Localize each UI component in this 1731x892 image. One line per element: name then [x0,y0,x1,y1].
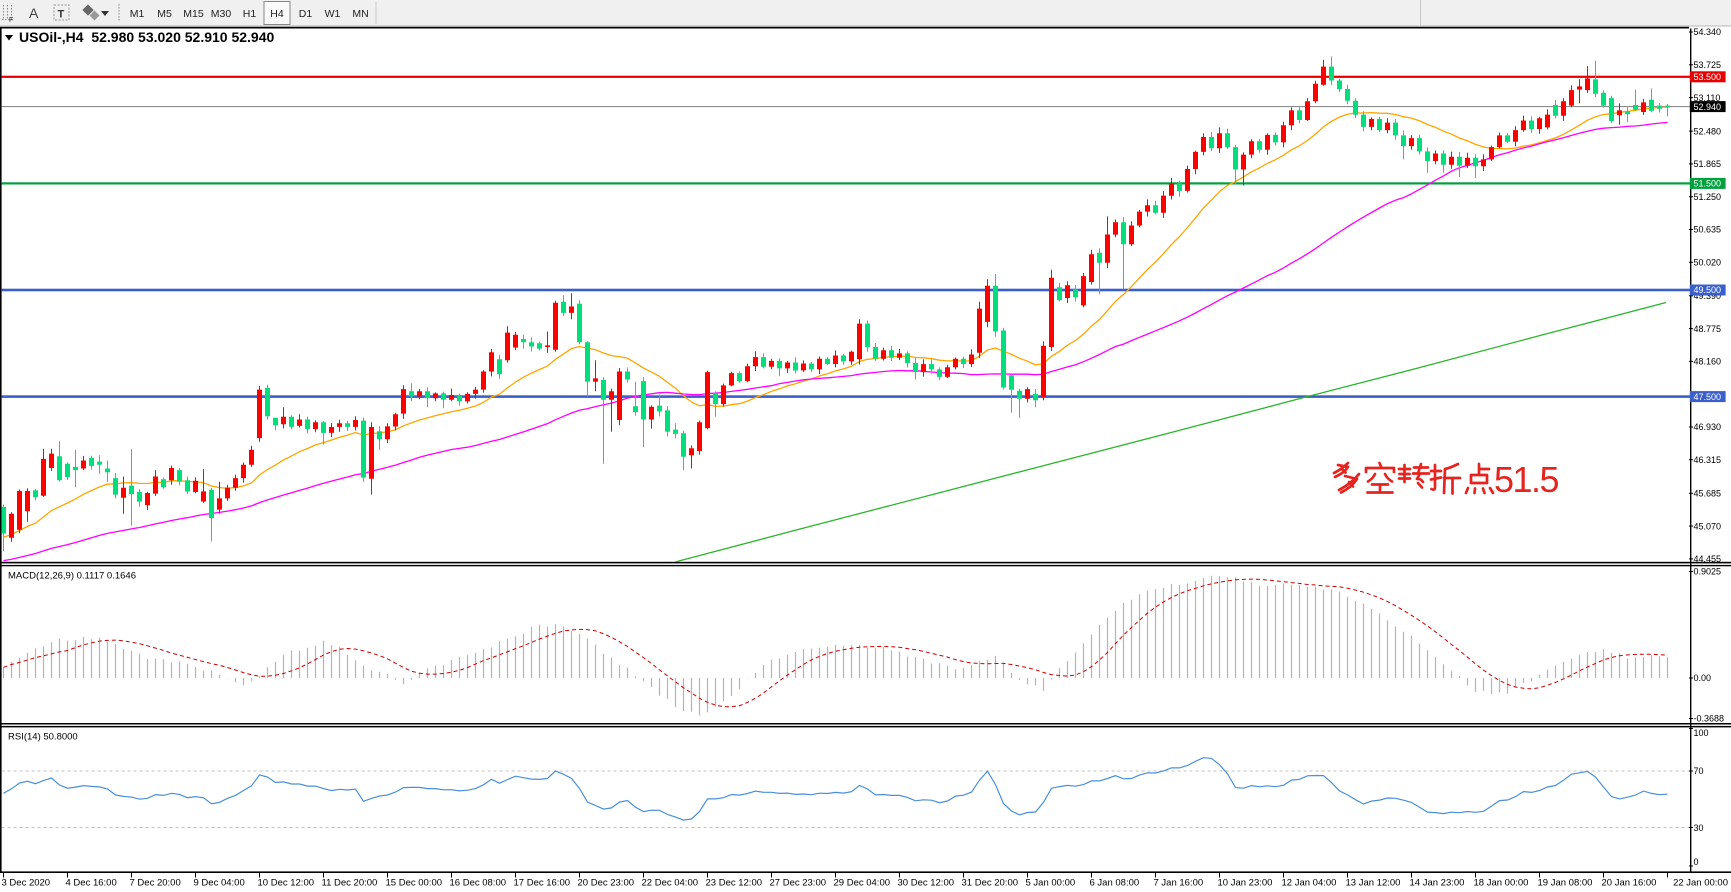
svg-text:RSI(14) 50.8000: RSI(14) 50.8000 [8,732,78,743]
svg-text:51.865: 51.865 [1694,159,1722,169]
svg-text:USOil-,H4 52.980 53.020 52.91: USOil-,H4 52.980 53.020 52.910 52.940 [19,29,275,45]
svg-text:19 Jan 08:00: 19 Jan 08:00 [1538,878,1593,889]
svg-text:31 Dec 20:00: 31 Dec 20:00 [962,878,1019,889]
svg-text:22 Jan 00:00: 22 Jan 00:00 [1673,878,1728,889]
svg-text:M30: M30 [211,8,232,20]
svg-text:T: T [58,9,65,21]
svg-text:45.685: 45.685 [1694,489,1722,499]
svg-text:46.315: 46.315 [1694,455,1722,465]
svg-text:48.775: 48.775 [1694,324,1722,334]
svg-text:15 Dec 00:00: 15 Dec 00:00 [386,878,443,889]
svg-text:54.340: 54.340 [1694,27,1722,37]
svg-text:23 Dec 12:00: 23 Dec 12:00 [706,878,763,889]
svg-text:51.250: 51.250 [1694,192,1722,202]
svg-text:53.110: 53.110 [1694,93,1721,103]
svg-text:100: 100 [1694,728,1709,738]
svg-text:70: 70 [1694,766,1704,776]
svg-text:10 Jan 23:00: 10 Jan 23:00 [1218,878,1273,889]
svg-text:50.020: 50.020 [1694,258,1722,268]
svg-text:52.480: 52.480 [1694,126,1722,136]
svg-text:7 Jan 16:00: 7 Jan 16:00 [1154,878,1204,889]
svg-text:M15: M15 [183,8,204,20]
svg-text:13 Jan 12:00: 13 Jan 12:00 [1346,878,1401,889]
svg-text:7 Dec 20:00: 7 Dec 20:00 [130,878,181,889]
svg-text:44.455: 44.455 [1694,554,1722,564]
svg-text:3 Dec 2020: 3 Dec 2020 [2,878,51,889]
svg-text:4 Dec 16:00: 4 Dec 16:00 [66,878,117,889]
svg-text:5 Jan 00:00: 5 Jan 00:00 [1026,878,1076,889]
svg-text:18 Jan 00:00: 18 Jan 00:00 [1474,878,1529,889]
svg-text:45.070: 45.070 [1694,521,1722,531]
svg-text:6 Jan 08:00: 6 Jan 08:00 [1090,878,1140,889]
svg-text:0.9025: 0.9025 [1694,567,1722,577]
svg-text:29 Dec 04:00: 29 Dec 04:00 [834,878,891,889]
svg-text:W1: W1 [325,8,341,20]
svg-text:52.940: 52.940 [1694,102,1722,112]
svg-text:0.00: 0.00 [1694,673,1712,683]
svg-text:20 Dec 23:00: 20 Dec 23:00 [578,878,635,889]
svg-text:46.930: 46.930 [1694,422,1722,432]
svg-text:H1: H1 [243,8,257,20]
svg-text:9 Dec 04:00: 9 Dec 04:00 [194,878,245,889]
svg-text:10 Dec 12:00: 10 Dec 12:00 [258,878,315,889]
svg-text:53.500: 53.500 [1694,72,1722,82]
svg-text:50.635: 50.635 [1694,225,1722,235]
svg-text:F: F [9,17,13,24]
svg-text:MACD(12,26,9) 0.1117 0.1646: MACD(12,26,9) 0.1117 0.1646 [8,571,136,582]
svg-text:12 Jan 04:00: 12 Jan 04:00 [1282,878,1337,889]
svg-text:51.5: 51.5 [1494,459,1559,500]
svg-text:MN: MN [352,8,368,20]
svg-text:16 Dec 08:00: 16 Dec 08:00 [450,878,507,889]
svg-text:22 Dec 04:00: 22 Dec 04:00 [642,878,699,889]
svg-text:53.725: 53.725 [1694,60,1722,70]
svg-text:51.500: 51.500 [1694,179,1722,189]
svg-text:30 Dec 12:00: 30 Dec 12:00 [898,878,955,889]
svg-text:M5: M5 [157,8,172,20]
svg-text:A: A [29,5,39,21]
svg-text:27 Dec 23:00: 27 Dec 23:00 [770,878,827,889]
svg-text:49.500: 49.500 [1694,285,1722,295]
svg-text:0: 0 [1694,857,1699,867]
svg-text:17 Dec 16:00: 17 Dec 16:00 [514,878,571,889]
svg-text:14 Jan 23:00: 14 Jan 23:00 [1410,878,1465,889]
svg-text:-0.3688: -0.3688 [1694,714,1725,724]
svg-text:D1: D1 [299,8,313,20]
svg-text:47.500: 47.500 [1694,392,1722,402]
svg-text:20 Jan 16:00: 20 Jan 16:00 [1602,878,1657,889]
svg-text:30: 30 [1694,823,1704,833]
svg-text:H4: H4 [270,8,284,20]
svg-text:M1: M1 [130,8,145,20]
svg-text:48.160: 48.160 [1694,357,1722,367]
svg-text:49.390: 49.390 [1694,291,1722,301]
svg-text:11 Dec 20:00: 11 Dec 20:00 [322,878,378,889]
